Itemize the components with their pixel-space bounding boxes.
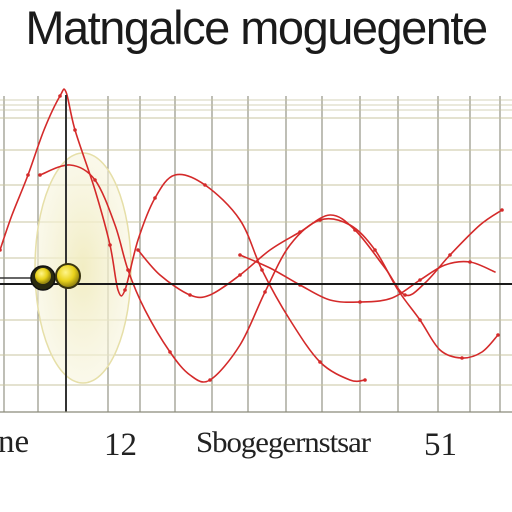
- data-point: [418, 318, 422, 322]
- x-tick-label-3: Sbogegernstsar: [196, 426, 371, 459]
- data-point: [263, 290, 267, 294]
- data-point: [93, 178, 97, 182]
- data-point: [203, 183, 207, 187]
- data-point: [136, 248, 140, 252]
- data-point: [26, 173, 30, 177]
- data-point: [73, 128, 77, 132]
- x-tick-label-2: 12: [104, 427, 137, 463]
- data-point: [38, 173, 42, 177]
- data-point: [403, 293, 407, 297]
- series-line: [137, 209, 503, 299]
- data-point: [238, 253, 242, 257]
- data-point: [363, 378, 367, 382]
- series-curves: [0, 88, 504, 383]
- data-point: [126, 268, 130, 272]
- series-line: [239, 254, 496, 304]
- data-point: [358, 300, 362, 304]
- data-point: [123, 288, 127, 292]
- data-point: [448, 253, 452, 257]
- data-point: [238, 273, 242, 277]
- data-point: [318, 360, 322, 364]
- chart-title: Matngalce moguegente: [25, 1, 488, 54]
- data-point: [373, 248, 377, 252]
- marker-point-right: [55, 263, 81, 289]
- data-point: [468, 260, 472, 264]
- data-point: [208, 378, 212, 382]
- data-point: [260, 268, 264, 272]
- data-point: [460, 356, 464, 360]
- data-point: [108, 243, 112, 247]
- x-tick-label-4: 51: [424, 427, 457, 463]
- data-point: [153, 196, 157, 200]
- data-point: [168, 350, 172, 354]
- data-point: [58, 94, 62, 98]
- data-point: [500, 208, 504, 212]
- marker-point-left: [35, 268, 51, 284]
- data-point: [298, 230, 302, 234]
- data-point: [353, 228, 357, 232]
- data-point: [0, 248, 2, 252]
- data-point: [496, 333, 500, 337]
- data-point: [188, 293, 192, 297]
- x-tick-label-1: ne: [0, 424, 29, 460]
- data-point: [418, 278, 422, 282]
